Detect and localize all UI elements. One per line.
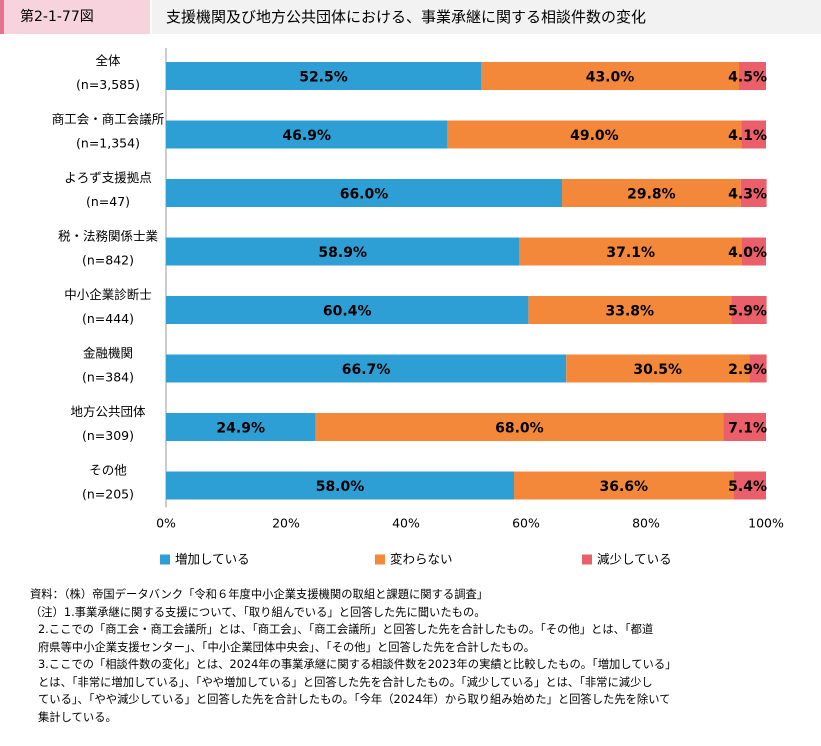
figure-id: 第2-1-77図 — [0, 0, 150, 34]
category-count-label: (n=1,354) — [76, 136, 140, 151]
category-label: 全体 — [95, 53, 121, 68]
data-label: 58.9% — [318, 245, 367, 261]
legend-label: 減少している — [597, 552, 672, 567]
category-count-label: (n=842) — [82, 253, 134, 268]
data-label: 33.8% — [606, 304, 655, 320]
bar-segment — [166, 413, 316, 441]
data-label: 43.0% — [586, 70, 635, 86]
bar-segment — [166, 179, 562, 207]
data-label: 2.9% — [728, 362, 767, 378]
x-tick-label: 60% — [512, 516, 540, 531]
bar-segment — [519, 237, 742, 266]
stacked-bar-chart: 全体 (n=3,585) 52.5% 43.0% 4.5% 商工会・商工会議所 (n=1,3… — [52, 48, 784, 567]
bar-segment — [166, 62, 481, 90]
data-label: 30.5% — [633, 362, 682, 378]
data-label: 68.0% — [495, 421, 544, 437]
legend-swatch — [375, 554, 385, 565]
legend-swatch — [160, 554, 170, 565]
data-label: 4.1% — [728, 128, 767, 144]
bar-segment — [166, 237, 520, 266]
legend-label: 増加している — [175, 552, 250, 567]
note-2-line-1: 2.ここでの「商工会・商工会議所」とは、「商工会」、「商工会議所」と回答した先を… — [38, 623, 654, 636]
category-label: 商工会・商工会議所 — [52, 112, 165, 127]
category-count-label: (n=384) — [82, 370, 134, 385]
note-2-line-2: 府県等中小企業支援センター」、「中小企業団体中央会」、「その他」と回答した先を合… — [38, 640, 536, 654]
bar-segment — [740, 179, 767, 207]
note-3-line-3: ている」、「やや減少している」と回答した先を合計したもの。「今年（2024年）か… — [38, 693, 671, 706]
data-label: 4.3% — [728, 187, 767, 203]
bar-segment — [514, 471, 734, 500]
bar-segment — [742, 237, 766, 266]
data-label: 66.7% — [342, 362, 391, 378]
data-label: 29.8% — [627, 187, 676, 203]
data-label: 5.4% — [728, 479, 767, 495]
source-note: 資料：（株）帝国データバンク「令和６年度中小企業支援機関の取組と課題に関する調査… — [30, 588, 489, 601]
category-label: よろず支援拠点 — [64, 170, 152, 185]
data-label: 24.9% — [216, 421, 265, 437]
figure-title: 支援機関及び地方公共団体における、事業承継に関する相談件数の変化 — [152, 0, 821, 34]
bar-segment — [749, 354, 767, 383]
data-label: 7.1% — [728, 421, 767, 437]
category-label: 中小企業診断士 — [64, 287, 152, 302]
category-count-label: (n=205) — [82, 487, 134, 502]
bar-segment — [562, 179, 741, 207]
bar-segment — [166, 471, 514, 500]
category-count-label: (n=3,585) — [76, 77, 140, 92]
data-label: 46.9% — [282, 128, 331, 144]
note-3-line-1: 3.ここでの「相談件数の変化」とは、2024年の事業承継に関する相談件数を202… — [38, 658, 677, 671]
x-tick-label: 100% — [748, 516, 784, 531]
note-3-line-4: 集計している。 — [38, 710, 117, 724]
bar-segment — [166, 120, 448, 149]
bar-segment — [739, 62, 766, 90]
legend-swatch — [582, 554, 592, 565]
data-label: 36.6% — [600, 479, 649, 495]
category-count-label: (n=444) — [82, 311, 134, 326]
bar-segment — [166, 354, 567, 383]
bar-segment — [733, 471, 766, 500]
x-tick-label: 40% — [392, 516, 420, 531]
bar-segment — [447, 120, 742, 149]
category-count-label: (n=47) — [86, 194, 130, 209]
bar-segment — [528, 296, 732, 324]
category-count-label: (n=309) — [82, 428, 134, 443]
category-label: その他 — [89, 463, 127, 478]
category-label: 税・法務関係士業 — [58, 229, 159, 244]
bar-segment — [731, 296, 767, 324]
bar-segment — [166, 296, 529, 324]
data-label: 66.0% — [340, 187, 389, 203]
data-label: 5.9% — [728, 304, 767, 320]
note-3-line-2: とは、「非常に増加している」、「やや増加している」と回答した先を合計したもの。「… — [38, 675, 653, 689]
data-label: 49.0% — [570, 128, 619, 144]
figure-header: 第2-1-77図 支援機関及び地方公共団体における、事業承継に関する相談件数の変… — [0, 0, 821, 34]
x-tick-label: 20% — [272, 516, 300, 531]
category-label: 地方公共団体 — [70, 404, 146, 419]
data-label: 37.1% — [606, 245, 655, 261]
x-tick-label: 0% — [156, 516, 176, 531]
data-label: 52.5% — [299, 70, 348, 86]
bar-segment — [741, 120, 766, 149]
data-label: 4.5% — [728, 70, 767, 86]
note-1: （注）1.事業承継に関する支援について、「取り組んでいる」と回答した先に聞いたも… — [30, 605, 486, 619]
bar-segment — [566, 354, 750, 383]
data-label: 60.4% — [323, 304, 372, 320]
notes-section: 資料：（株）帝国データバンク「令和６年度中小企業支援機関の取組と課題に関する調査… — [30, 586, 810, 726]
data-label: 58.0% — [316, 479, 365, 495]
x-tick-label: 80% — [632, 516, 660, 531]
data-label: 4.0% — [728, 245, 767, 261]
legend-label: 変わらない — [390, 552, 453, 567]
bar-segment — [315, 413, 724, 441]
bar-segment — [481, 62, 739, 90]
bar-segment — [723, 413, 766, 441]
category-label: 金融機関 — [83, 346, 133, 361]
